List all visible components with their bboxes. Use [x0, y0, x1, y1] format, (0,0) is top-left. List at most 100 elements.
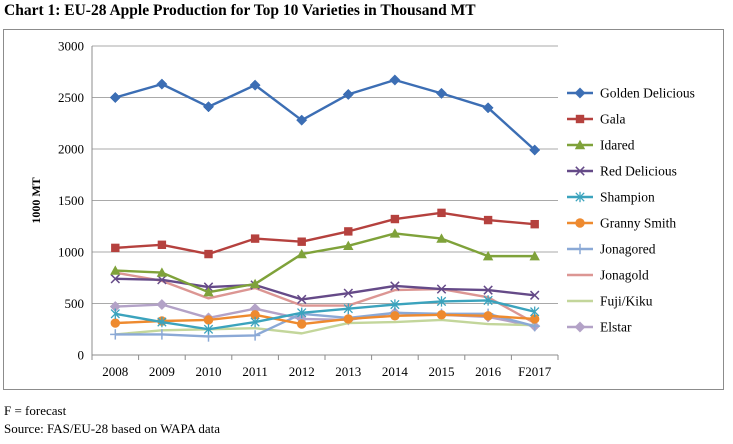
series-line-idared [115, 232, 535, 294]
footnote-source: Source: FAS/EU-28 based on WAPA data [4, 421, 221, 436]
series-line-fuji-kiku [115, 318, 535, 336]
legend-label-gala: Gala [600, 112, 625, 127]
legend-entry-idared: Idared [567, 138, 635, 153]
data-point-red-delicious [110, 274, 121, 284]
data-point-golden-delicious [342, 88, 354, 100]
data-point-gala [157, 240, 167, 249]
series-line-shampion [115, 299, 535, 331]
x-tick-label-2013: 2013 [335, 364, 361, 379]
data-point-shampion [343, 303, 353, 314]
legend-entry-granny-smith: Granny Smith [567, 216, 676, 231]
legend-label-red-delicious: Red Delicious [600, 164, 677, 179]
legend-entry-fuji-kiku: Fuji/Kiku [567, 294, 653, 309]
legend-marker-red-delicious-stroke [575, 166, 585, 176]
data-point-idared [249, 278, 261, 289]
data-point-gala [390, 214, 400, 224]
data-point-golden-delicious [109, 91, 121, 104]
legend-entry-shampion: Shampion [567, 190, 655, 205]
legend-label-shampion: Shampion [600, 190, 655, 205]
data-point-gala [437, 208, 446, 218]
legend-label-jonagored: Jonagored [600, 242, 656, 257]
data-point-golden-delicious [156, 78, 168, 90]
data-point-shampion [250, 316, 260, 328]
legend-marker-jonagored [574, 243, 586, 255]
data-point-idared [482, 250, 494, 261]
x-tick-label-2009: 2009 [149, 364, 175, 379]
data-point-red-delicious [390, 281, 400, 291]
x-tick-label-2011: 2011 [242, 364, 268, 379]
legend-entry-jonagored: Jonagored [567, 242, 656, 257]
series-idared [110, 228, 540, 297]
series-shampion [110, 295, 540, 335]
data-point-gala [483, 215, 493, 225]
data-point-elstar [156, 298, 168, 311]
data-point-shampion [297, 307, 307, 318]
y-tick-label-500: 500 [65, 296, 85, 311]
data-point-granny-smith [250, 310, 260, 320]
data-point-shampion [436, 296, 447, 307]
series-line-gala [115, 211, 535, 256]
data-point-red-delicious-stroke [529, 290, 540, 300]
footnote-forecast: F = forecast [4, 403, 67, 418]
data-point-jonagored [110, 329, 121, 340]
data-point-shampion [390, 299, 400, 310]
y-tick-label-0: 0 [78, 348, 85, 363]
data-point-idared [110, 265, 121, 275]
legend-label-fuji-kiku: Fuji/Kiku [600, 294, 653, 309]
data-point-jonagored [156, 329, 168, 340]
x-tick-label-2015: 2015 [429, 364, 455, 379]
data-point-shampion [157, 316, 167, 328]
legend-marker-gala [575, 114, 585, 124]
y-tick-label-2500: 2500 [58, 90, 84, 105]
data-point-red-delicious-stroke [296, 294, 307, 305]
data-point-golden-delicious [249, 79, 261, 91]
data-point-granny-smith [530, 314, 540, 324]
legend-entry-gala: Gala [567, 112, 625, 127]
data-point-gala [111, 243, 120, 253]
y-tick-label-2000: 2000 [58, 142, 84, 157]
chart-title: Chart 1: EU-28 Apple Production for Top … [4, 2, 476, 19]
data-point-idared [156, 267, 168, 277]
data-point-golden-delicious [296, 114, 308, 126]
series-fuji-kiku [115, 318, 535, 336]
data-point-shampion [483, 295, 493, 306]
x-tick-label-2010: 2010 [196, 364, 222, 379]
legend-entry-elstar: Elstar [567, 320, 632, 335]
data-point-golden-delicious [435, 87, 448, 99]
data-point-golden-delicious [389, 74, 401, 86]
legend-entry-red-delicious: Red Delicious [567, 164, 677, 179]
data-point-red-delicious-stroke [110, 274, 121, 284]
y-axis-title: 1000 MT [29, 177, 43, 223]
legend-label-golden-delicious: Golden Delicious [600, 86, 695, 101]
data-point-red-delicious-stroke [483, 285, 493, 295]
legend-marker-golden-delicious [574, 87, 586, 99]
series-lines [109, 74, 541, 342]
data-point-idared [389, 228, 401, 238]
data-point-granny-smith [110, 318, 121, 328]
data-point-gala [344, 227, 353, 236]
data-point-idared [529, 250, 540, 261]
x-tick-label-2014: 2014 [382, 364, 409, 379]
data-point-red-delicious-stroke [436, 284, 447, 294]
data-point-red-delicious-stroke [390, 281, 400, 291]
series-golden-delicious [109, 74, 541, 156]
data-point-shampion [203, 324, 214, 335]
legend-marker-shampion [575, 191, 585, 203]
legend-marker-granny-smith [575, 218, 585, 228]
axes: 0 500 1000 1500 2000 2500 3000 2008 2009 2010 2011… [29, 39, 559, 379]
footnote: F = forecast Source: FAS/EU-28 based on … [4, 402, 220, 438]
legend: Golden Delicious Gala Idared Red Delicious S… [567, 86, 695, 335]
data-point-granny-smith [390, 311, 400, 321]
data-point-granny-smith [297, 319, 307, 329]
data-point-idared [343, 240, 354, 251]
data-point-idared [436, 233, 447, 243]
legend-label-jonagold: Jonagold [600, 268, 649, 283]
data-point-golden-delicious [202, 101, 215, 113]
data-point-golden-delicious [482, 102, 494, 114]
data-point-gala [530, 219, 539, 229]
y-tick-label-1500: 1500 [58, 193, 84, 208]
legend-marker-red-delicious [575, 166, 585, 176]
data-point-gala [204, 249, 213, 259]
data-point-red-delicious [296, 294, 307, 305]
